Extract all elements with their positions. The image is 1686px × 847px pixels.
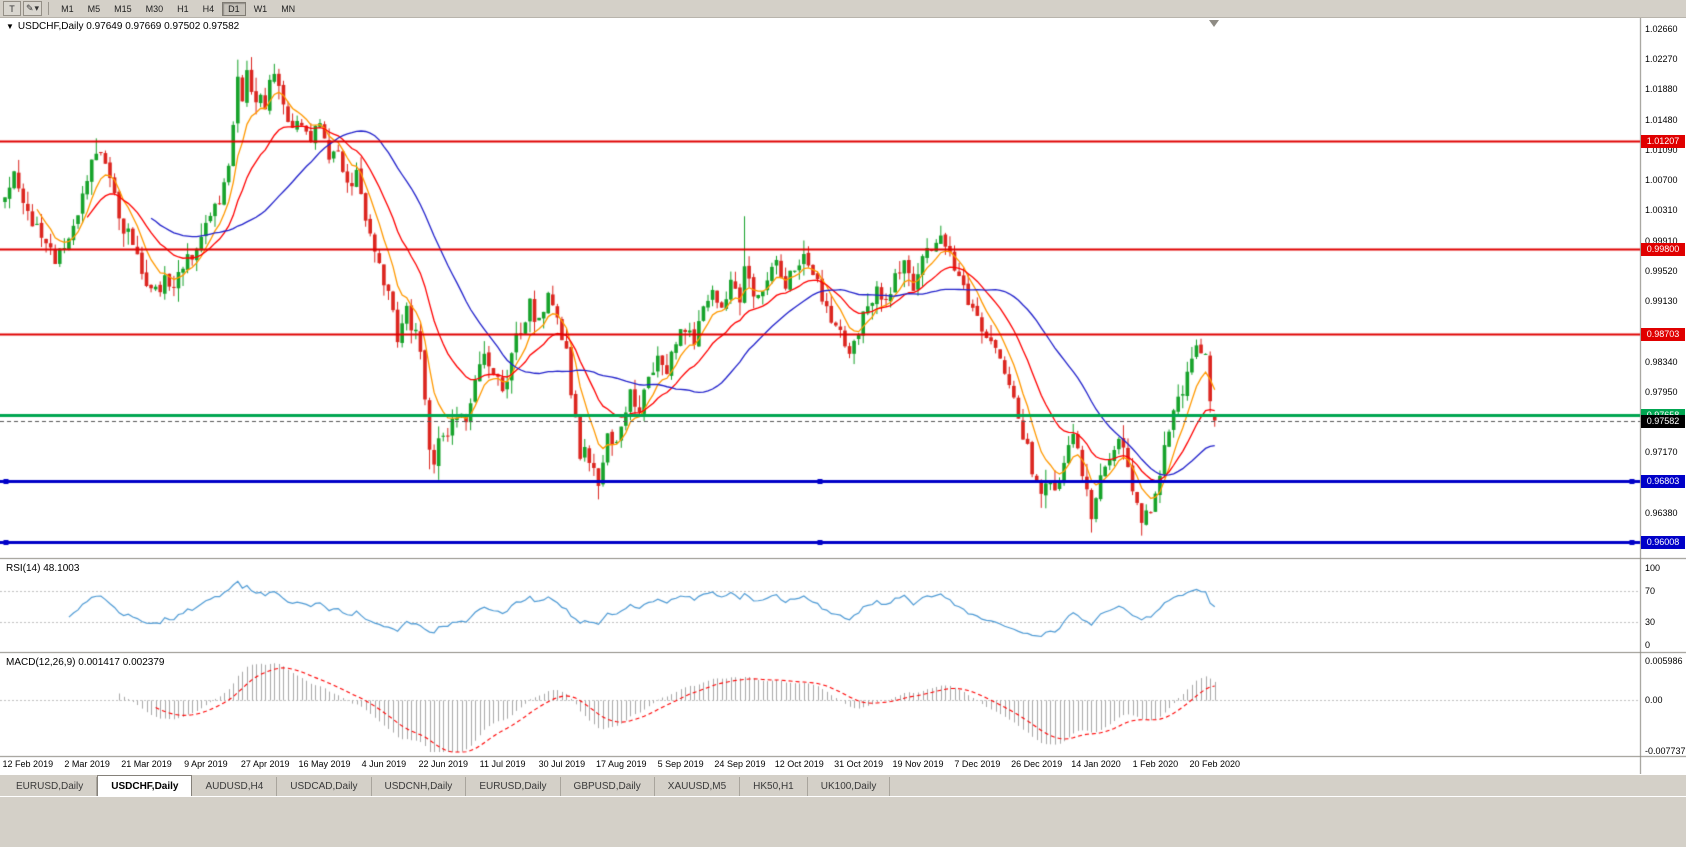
chart-tab-3[interactable]: USDCAD,Daily xyxy=(277,777,372,796)
timeframe-button-m5[interactable]: M5 xyxy=(87,3,101,14)
rsi-axis-label: 100 xyxy=(1645,563,1661,573)
price-line-tag: 1.01207 xyxy=(1641,135,1685,148)
price-axis-label: 0.97170 xyxy=(1645,447,1678,458)
chart-tab-7[interactable]: XAUUSD,M5 xyxy=(655,777,741,796)
date-axis-label: 27 Apr 2019 xyxy=(240,759,290,769)
macd-axis-label: 0.00 xyxy=(1645,694,1663,705)
timeframe-button-d1[interactable]: D1 xyxy=(222,1,246,16)
timeframe-button-m15[interactable]: M15 xyxy=(114,3,132,14)
dropdown-arrow-icon: ▾ xyxy=(34,3,40,13)
date-axis-label: 11 Jul 2019 xyxy=(479,759,526,769)
toolbar: T ✎ ▾ M1 M5 M15 M30 H1 H4 D1 W1 MN xyxy=(0,0,1686,18)
price-axis-label: 1.00700 xyxy=(1645,175,1678,185)
price-line-tag: 0.96008 xyxy=(1641,536,1685,549)
panel-divider-rsi-macd[interactable] xyxy=(0,649,1686,655)
date-axis-label: 7 Dec 2019 xyxy=(954,759,1001,769)
date-axis-label: 1 Feb 2020 xyxy=(1132,759,1179,769)
status-bar xyxy=(0,796,1686,847)
rsi-indicator-label: RSI(14) 48.1003 xyxy=(6,563,80,574)
timeframe-button-group: M1 M5 M15 M30 H1 H4 D1 W1 MN xyxy=(55,1,301,16)
chart-tab-4[interactable]: USDCNH,Daily xyxy=(372,777,467,796)
chart-tab-9[interactable]: UK100,Daily xyxy=(808,777,891,796)
chart-shift-marker[interactable] xyxy=(1209,20,1219,27)
price-line-tag: 0.96803 xyxy=(1641,475,1685,488)
macd-indicator-label: MACD(12,26,9) 0.001417 0.002379 xyxy=(6,657,165,668)
price-axis-label: 1.01880 xyxy=(1645,83,1678,94)
date-axis-label: 21 Mar 2019 xyxy=(121,759,172,769)
price-axis-label: 0.97950 xyxy=(1645,387,1678,398)
timeframe-button-h4[interactable]: H4 xyxy=(202,3,215,14)
price-axis-label: 1.00310 xyxy=(1645,205,1678,216)
chart-window: ▼ USDCHF,Daily 0.97649 0.97669 0.97502 0.… xyxy=(0,18,1686,774)
chart-tab-8[interactable]: HK50,H1 xyxy=(740,777,808,796)
date-axis-label: 14 Jan 2020 xyxy=(1071,759,1121,769)
text-tool-icon: T xyxy=(9,3,15,14)
timeframe-button-h1[interactable]: H1 xyxy=(177,3,189,14)
timeframe-button-mn[interactable]: MN xyxy=(281,3,296,14)
chart-title: ▼ USDCHF,Daily 0.97649 0.97669 0.97502 0.… xyxy=(6,21,239,32)
date-axis-label: 20 Feb 2020 xyxy=(1189,759,1240,769)
toolbar-separator xyxy=(48,2,50,15)
macd-axis-label: -0.007737 xyxy=(1645,746,1686,756)
date-axis-label: 22 Jun 2019 xyxy=(418,759,469,769)
price-axis-label: 1.01480 xyxy=(1645,114,1678,125)
chart-tab-2[interactable]: AUDUSD,H4 xyxy=(192,777,278,796)
date-axis-label: 31 Oct 2019 xyxy=(834,759,884,769)
pencil-icon: ✎ xyxy=(26,3,34,13)
date-axis-label: 24 Sep 2019 xyxy=(714,759,766,769)
rsi-axis-label: 30 xyxy=(1645,616,1656,627)
timeframe-button-w1[interactable]: W1 xyxy=(253,3,268,14)
date-axis-label: 30 Jul 2019 xyxy=(538,759,586,769)
chart-canvas[interactable] xyxy=(0,18,1686,774)
timeframe-button-m1[interactable]: M1 xyxy=(61,3,74,14)
price-axis-label: 1.02270 xyxy=(1645,53,1678,64)
date-axis-label: 26 Dec 2019 xyxy=(1011,759,1063,769)
date-axis-label: 16 May 2019 xyxy=(298,759,351,769)
chart-symbol-period: USDCHF,Daily xyxy=(17,21,84,32)
price-line-tag: 0.98703 xyxy=(1641,328,1685,341)
chart-tab-0[interactable]: EURUSD,Daily xyxy=(3,777,98,796)
bid-price-tag: 0.97582 xyxy=(1641,415,1685,428)
text-tool-button[interactable]: T xyxy=(3,1,21,16)
macd-axis-label: 0.005986 xyxy=(1645,656,1683,666)
date-axis-label: 17 Aug 2019 xyxy=(595,759,647,769)
date-axis-label: 5 Sep 2019 xyxy=(657,759,704,769)
price-axis-label: 1.02660 xyxy=(1645,23,1678,34)
price-axis-label: 0.98340 xyxy=(1645,357,1678,368)
chart-tab-6[interactable]: GBPUSD,Daily xyxy=(561,777,655,796)
drawing-style-dropdown-button[interactable]: ✎ ▾ xyxy=(23,1,43,16)
chart-tab-1[interactable]: USDCHF,Daily xyxy=(97,775,193,796)
rsi-axis-label: 70 xyxy=(1645,586,1656,597)
date-axis-label: 4 Jun 2019 xyxy=(361,759,407,769)
price-axis-label: 0.99910 xyxy=(1645,235,1678,246)
date-axis-label: 19 Nov 2019 xyxy=(892,759,944,769)
date-axis-label: 12 Feb 2019 xyxy=(2,759,54,769)
date-axis-label: 9 Apr 2019 xyxy=(184,759,228,769)
rsi-axis-label: 0 xyxy=(1645,640,1651,650)
price-axis-label: 0.99520 xyxy=(1645,266,1678,277)
chart-menu-arrow-icon[interactable]: ▼ xyxy=(6,22,14,31)
price-line-tag: 0.99800 xyxy=(1641,243,1685,256)
date-axis-label: 12 Oct 2019 xyxy=(774,759,824,769)
price-axis-label: 0.96380 xyxy=(1645,508,1678,519)
chart-ohlc-values: 0.97649 0.97669 0.97502 0.97582 xyxy=(86,21,240,32)
timeframe-button-m30[interactable]: M30 xyxy=(145,3,164,14)
date-axis-label: 2 Mar 2019 xyxy=(64,759,110,769)
chart-tab-bar: EURUSD,Daily USDCHF,Daily AUDUSD,H4 USDCAD,… xyxy=(0,774,1686,796)
panel-divider-main-rsi[interactable] xyxy=(0,555,1686,561)
price-axis-label: 1.01090 xyxy=(1645,144,1678,155)
price-axis-label: 0.99130 xyxy=(1645,296,1678,307)
chart-tab-5[interactable]: EURUSD,Daily xyxy=(466,777,561,796)
